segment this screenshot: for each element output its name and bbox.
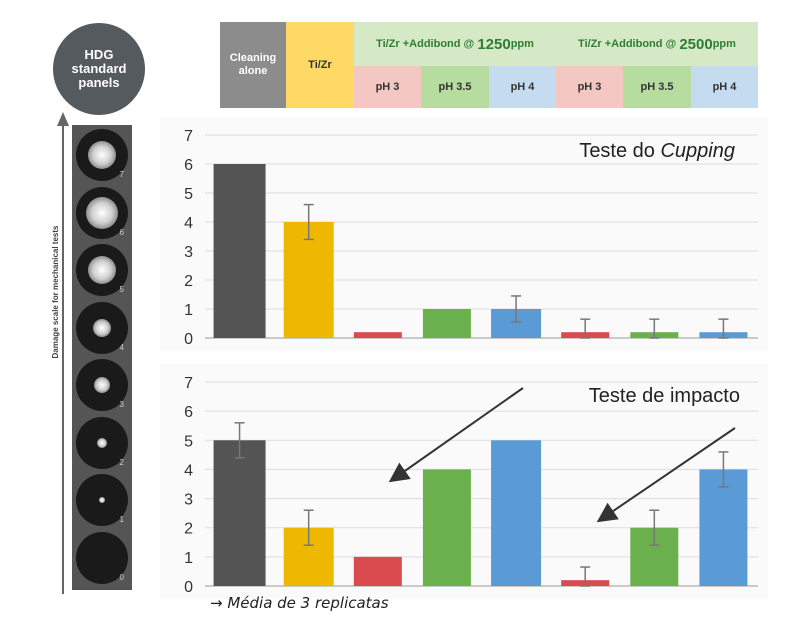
- bar-4: [422, 309, 471, 338]
- panel-number: 0: [119, 572, 124, 582]
- legend-group-2500-conc: 2500: [679, 35, 713, 53]
- standard-panel-photo: 7: [76, 129, 128, 181]
- standard-panel-photo: 4: [76, 301, 128, 354]
- legend-ph35-2500: pH 3.5: [623, 66, 691, 108]
- panel-damage-spot: [86, 196, 118, 229]
- legend-group-1250-conc: 1250: [477, 35, 511, 53]
- panel-number: 1: [119, 515, 124, 524]
- legend-cleaning-alone: Cleaning alone: [220, 22, 286, 108]
- legend-ph3-1250: pH 3: [354, 66, 421, 108]
- badge-line-3: panels: [78, 75, 120, 90]
- legend-group-2500-middle: +Addibond @: [601, 37, 680, 50]
- panel-number: 3: [119, 400, 124, 409]
- y-tick-label: 7: [184, 375, 193, 392]
- standard-panel-photo: 3: [76, 359, 128, 411]
- standard-panel-photo: 2: [76, 416, 128, 469]
- y-tick-label: 4: [184, 462, 193, 479]
- bar-5: [491, 440, 542, 586]
- panel-photo-column: 7 6 5 4 3 2 1 0: [72, 125, 132, 590]
- legend-group-1250: Ti/Zr +Addibond @ 1250 ppm: [354, 22, 556, 66]
- panel-damage-spot: [94, 377, 110, 393]
- y-tick-label: 7: [184, 128, 193, 145]
- y-tick-label: 0: [184, 331, 193, 348]
- chart-title: Teste de impacto: [589, 385, 740, 407]
- legend-ph3-2500: pH 3: [556, 66, 623, 108]
- legend-ph-label: pH 3: [577, 80, 602, 93]
- bar-3: [353, 332, 402, 338]
- legend-tizr-label: Ti/Zr: [308, 58, 332, 71]
- bar-2: [283, 222, 334, 338]
- bar-8: [699, 469, 748, 586]
- hdg-standard-panels-badge: HDG standard panels: [53, 23, 145, 115]
- footnote: → Média de 3 replicatas: [210, 594, 389, 612]
- legend-ph-label: pH 3.5: [640, 80, 674, 93]
- y-tick-label: 1: [184, 302, 193, 319]
- legend-group-1250-prefix: Ti/Zr: [376, 37, 400, 50]
- legend-group-2500-prefix: Ti/Zr: [578, 37, 602, 50]
- panel-damage-spot: [97, 437, 107, 448]
- badge-line-2: standard: [71, 61, 127, 76]
- panel-number: 2: [119, 457, 124, 467]
- legend-ph4-1250: pH 4: [489, 66, 556, 108]
- panel-number: 6: [119, 227, 124, 237]
- legend-ph-label: pH 4: [510, 80, 535, 93]
- bar-3: [353, 556, 402, 586]
- y-tick-label: 4: [184, 215, 193, 232]
- legend-ph-label: pH 4: [712, 80, 737, 93]
- panel-number: 5: [119, 285, 124, 294]
- standard-panel-photo: 5: [76, 244, 128, 296]
- y-tick-label: 3: [184, 244, 193, 261]
- legend-ph35-1250: pH 3.5: [421, 66, 489, 108]
- bar-1: [213, 440, 266, 586]
- y-tick-label: 2: [184, 521, 193, 538]
- panel-damage-spot: [93, 318, 111, 337]
- panel-damage-spot: [88, 256, 116, 284]
- annotation-arrow: [388, 387, 524, 483]
- damage-scale-arrow: [62, 124, 64, 594]
- y-tick-label: 5: [184, 433, 193, 450]
- y-tick-label: 0: [184, 579, 193, 596]
- legend-tizr: Ti/Zr: [286, 22, 354, 108]
- legend-ph4-2500: pH 4: [691, 66, 758, 108]
- annotation-arrow: [596, 427, 736, 523]
- chart-title-italic: Cupping: [660, 140, 735, 162]
- legend-group-2500: Ti/Zr +Addibond @ 2500 ppm: [556, 22, 758, 66]
- legend-group-1250-middle: +Addibond @: [399, 37, 478, 50]
- panel-number: 4: [119, 342, 124, 352]
- y-tick-label: 1: [184, 550, 193, 567]
- bar-4: [422, 469, 471, 586]
- standard-panel-photo: 6: [76, 186, 128, 239]
- chart-title: Teste do Cupping: [579, 140, 735, 162]
- arrow-up-icon: [57, 112, 69, 126]
- panel-number: 7: [119, 170, 124, 179]
- y-tick-label: 3: [184, 492, 193, 509]
- y-tick-label: 5: [184, 186, 193, 203]
- badge-line-1: HDG: [84, 47, 114, 62]
- standard-panel-photo: 0: [76, 531, 128, 584]
- legend-group-2500-unit: ppm: [712, 37, 736, 50]
- panel-damage-spot: [88, 141, 116, 169]
- y-tick-label: 6: [184, 157, 193, 174]
- y-tick-label: 6: [184, 404, 193, 421]
- bar-1: [213, 164, 266, 338]
- legend-cleaning-label: Cleaning alone: [229, 52, 277, 77]
- legend-ph-label: pH 3.5: [438, 80, 472, 93]
- legend-ph-label: pH 3: [375, 80, 400, 93]
- chart-title-prefix: Teste do: [579, 140, 660, 162]
- standard-panel-photo: 1: [76, 474, 128, 526]
- y-tick-label: 2: [184, 273, 193, 290]
- legend-group-1250-unit: ppm: [510, 37, 534, 50]
- panel-damage-spot: [99, 497, 105, 503]
